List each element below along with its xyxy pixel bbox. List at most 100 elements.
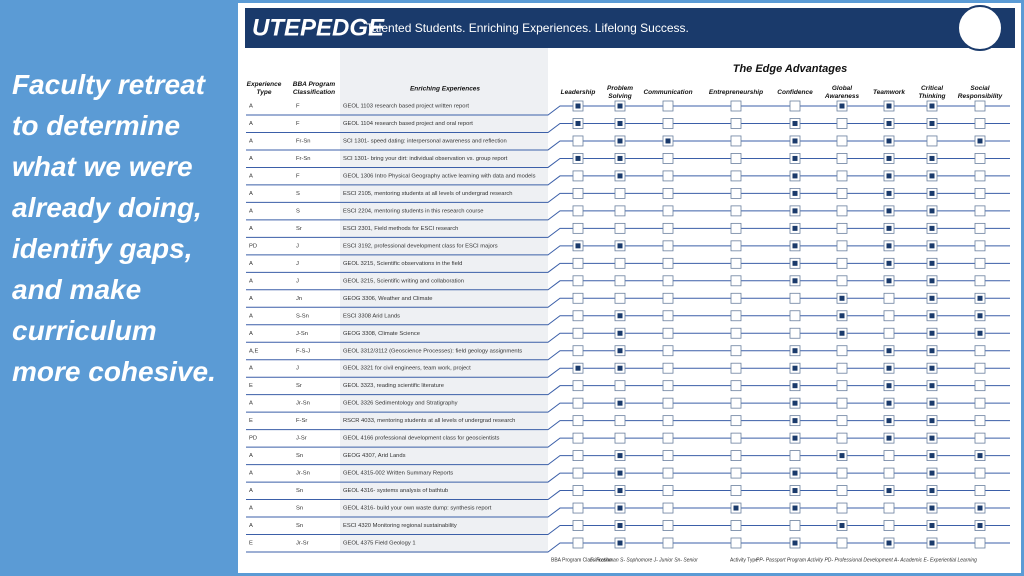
checkbox [789, 520, 801, 531]
check-fill [929, 243, 935, 249]
check-fill [929, 190, 935, 196]
check-fill [929, 173, 935, 179]
check-fill [733, 505, 739, 511]
cell: Sn [296, 488, 303, 494]
check-fill [977, 453, 983, 459]
check-fill [575, 120, 581, 126]
row-line [246, 437, 1010, 448]
cell: ESCI 2204, mentoring students in this re… [343, 208, 484, 214]
check-fill [617, 173, 623, 179]
cell: A [249, 401, 253, 407]
cell: F [296, 173, 300, 179]
check-fill [977, 330, 983, 336]
check-fill [886, 540, 892, 546]
checkbox [883, 310, 895, 322]
checkbox [662, 327, 674, 339]
checkbox [789, 292, 801, 304]
checkbox [572, 397, 584, 409]
check-fill [886, 383, 892, 389]
advantage-header: Social Responsibility [958, 85, 1003, 100]
checkbox [974, 380, 986, 392]
checkbox [730, 118, 742, 129]
check-fill [792, 278, 798, 284]
cell: GEOL 1306 Intro Physical Geography activ… [343, 173, 536, 179]
checkbox [974, 362, 986, 374]
checkbox [836, 222, 848, 234]
check-fill [929, 278, 935, 284]
advantage-header: Confidence [777, 89, 813, 96]
advantage-header: Entrepreneurship [709, 89, 763, 96]
check-fill [929, 260, 935, 266]
cell: Sr [296, 226, 302, 232]
check-fill [792, 418, 798, 424]
check-fill [929, 295, 935, 301]
checkbox [836, 275, 848, 287]
checkbox [572, 450, 584, 462]
row-line [246, 297, 1010, 308]
cell: A [249, 278, 253, 284]
checkbox [730, 205, 742, 217]
column-header: Enriching Experiences [410, 86, 480, 93]
checkbox [730, 222, 742, 234]
advantages-title: The Edge Advantages [733, 63, 848, 75]
checkbox [730, 362, 742, 374]
check-fill [929, 540, 935, 546]
checkbox [836, 432, 848, 444]
checkbox [662, 380, 674, 392]
checkbox [836, 502, 848, 514]
cell: S-Sn [296, 313, 309, 319]
check-fill [792, 505, 798, 511]
checkbox [572, 380, 584, 392]
row-line [246, 367, 1010, 378]
check-fill [617, 523, 623, 529]
cell: ESCI 4320 Monitoring regional sustainabi… [343, 523, 457, 529]
cell: A [249, 366, 253, 372]
checkbox [662, 537, 674, 549]
check-fill [929, 103, 935, 109]
checkbox [572, 467, 584, 479]
check-fill [929, 523, 935, 529]
checkbox [572, 345, 584, 357]
checkbox [974, 537, 986, 549]
checkbox [730, 467, 742, 479]
cell: J-Sn [296, 331, 308, 337]
checkbox [662, 100, 674, 112]
checkbox [614, 205, 626, 217]
cell: GEOL 3215, Scientific observations in th… [343, 261, 462, 267]
checkbox [789, 100, 801, 112]
checkbox [730, 240, 742, 252]
cell: Jr-Sr [296, 541, 309, 547]
checkbox [572, 415, 584, 427]
checkbox [662, 205, 674, 217]
advantage-header: Leadership [561, 89, 596, 96]
checkbox [572, 135, 584, 147]
check-fill [617, 155, 623, 161]
checkbox [572, 537, 584, 549]
check-fill [792, 155, 798, 161]
row-line [246, 420, 1010, 431]
check-fill [886, 260, 892, 266]
checkbox [662, 397, 674, 409]
cell: GEOL 4315-002 Written Summary Reports [343, 471, 453, 477]
advantage-header: Problem Solving [607, 85, 633, 100]
check-fill [617, 348, 623, 354]
checkbox [730, 432, 742, 444]
checkbox [662, 118, 674, 129]
check-fill [792, 208, 798, 214]
checkbox [662, 170, 674, 182]
checkbox [662, 450, 674, 462]
check-fill [977, 505, 983, 511]
check-fill [977, 523, 983, 529]
cell: A [249, 226, 253, 232]
cell: GEOL 4166 professional development class… [343, 436, 499, 442]
checkbox [883, 450, 895, 462]
checkbox [836, 362, 848, 374]
check-fill [792, 173, 798, 179]
cell: A [249, 313, 253, 319]
checkbox [572, 187, 584, 199]
check-fill [929, 383, 935, 389]
check-fill [665, 138, 671, 144]
checkbox [730, 310, 742, 322]
check-fill [617, 330, 623, 336]
check-fill [617, 505, 623, 511]
